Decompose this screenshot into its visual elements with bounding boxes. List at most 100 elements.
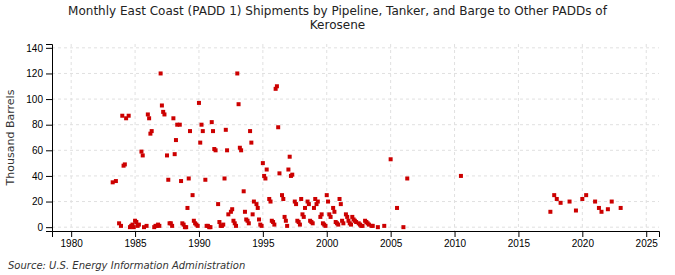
point xyxy=(382,224,386,228)
tick-mark xyxy=(46,99,52,100)
grid-line xyxy=(52,175,659,176)
point xyxy=(159,71,163,75)
tick: 2025 xyxy=(636,231,659,249)
point xyxy=(269,200,273,204)
tick: 0 xyxy=(37,222,52,233)
point xyxy=(249,141,253,145)
tick: 20 xyxy=(32,196,52,207)
point xyxy=(277,171,281,175)
point xyxy=(395,206,399,210)
tick: 2000 xyxy=(316,231,339,249)
point xyxy=(345,215,349,219)
point xyxy=(405,176,409,180)
tick-label: 120 xyxy=(26,68,43,79)
tick-label: 140 xyxy=(26,43,43,54)
tick-mark xyxy=(455,231,456,237)
tick-mark xyxy=(71,231,72,237)
tick: 140 xyxy=(26,43,52,54)
tick: 1985 xyxy=(124,231,147,249)
tick-mark xyxy=(518,231,519,237)
point xyxy=(298,223,302,227)
point xyxy=(230,207,234,211)
point xyxy=(211,129,215,133)
point xyxy=(114,179,118,183)
point xyxy=(248,129,252,133)
tick: 1980 xyxy=(61,231,84,249)
grid-line xyxy=(582,44,583,231)
point xyxy=(146,112,150,116)
point xyxy=(150,129,154,133)
tick-mark xyxy=(391,231,392,237)
tick: 2010 xyxy=(444,231,467,249)
tick-label: 1985 xyxy=(124,238,147,249)
grid-line xyxy=(518,44,519,231)
point xyxy=(285,224,289,228)
grid-line xyxy=(52,99,659,100)
point xyxy=(171,116,175,120)
point xyxy=(325,193,329,197)
plot: 1980198519901995200020052010201520202025… xyxy=(26,43,659,250)
point xyxy=(288,155,292,159)
point xyxy=(162,112,166,116)
tick-label: 2010 xyxy=(444,238,467,249)
point xyxy=(341,221,345,225)
tick: 80 xyxy=(32,119,52,130)
tick-mark xyxy=(46,150,52,151)
grid-line xyxy=(52,73,659,74)
point xyxy=(201,129,205,133)
point xyxy=(320,212,324,216)
point xyxy=(283,215,287,219)
point xyxy=(311,221,315,225)
point xyxy=(280,193,284,197)
y-axis-title: Thousand Barrels xyxy=(4,89,17,186)
point xyxy=(281,197,285,201)
points xyxy=(111,71,623,229)
point xyxy=(165,153,169,157)
source: Source: U.S. Energy Information Administ… xyxy=(8,260,245,271)
point xyxy=(275,84,279,88)
tick: 1990 xyxy=(188,231,211,249)
point xyxy=(198,141,202,145)
point xyxy=(332,210,336,214)
point xyxy=(237,102,241,106)
point xyxy=(160,103,164,107)
point xyxy=(214,148,218,152)
tick-mark xyxy=(646,231,647,237)
point xyxy=(203,178,207,182)
tick-label: 2015 xyxy=(508,238,531,249)
point xyxy=(123,162,127,166)
tick-label: 40 xyxy=(32,171,44,182)
point xyxy=(593,200,597,204)
point xyxy=(234,224,238,228)
tick: 120 xyxy=(26,68,52,79)
point xyxy=(290,173,294,177)
point xyxy=(216,202,220,206)
point xyxy=(145,224,149,228)
grid-line xyxy=(135,44,136,231)
point xyxy=(174,138,178,142)
point xyxy=(185,206,189,210)
point xyxy=(235,71,239,75)
point xyxy=(316,200,320,204)
point xyxy=(197,101,201,105)
point xyxy=(294,202,298,206)
point xyxy=(552,193,556,197)
tick-label: 2005 xyxy=(380,238,403,249)
point xyxy=(329,215,333,219)
tick: 40 xyxy=(32,171,52,182)
point xyxy=(254,202,258,206)
point xyxy=(157,224,161,228)
point xyxy=(555,197,559,201)
point xyxy=(251,212,255,216)
point xyxy=(559,201,563,205)
axis-line xyxy=(53,232,660,238)
point xyxy=(286,168,290,172)
point xyxy=(247,221,251,225)
point xyxy=(272,223,276,227)
tick-label: 0 xyxy=(37,222,43,233)
tick-mark xyxy=(135,231,136,237)
point xyxy=(132,225,136,229)
point xyxy=(127,114,131,118)
x-axis: 1980198519901995200020052010201520202025 xyxy=(53,231,660,249)
tick: 2015 xyxy=(508,231,531,249)
